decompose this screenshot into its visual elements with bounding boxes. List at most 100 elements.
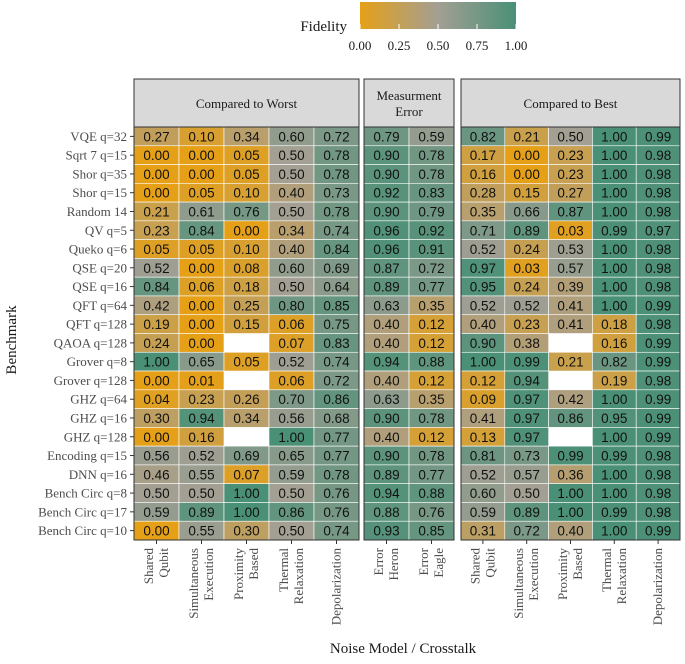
cell-value-label: 0.55	[188, 467, 214, 482]
cell-value-label: 0.00	[233, 223, 259, 238]
cell-value-label: 0.05	[233, 148, 259, 163]
cell-value-label: 0.72	[323, 373, 349, 388]
cell-value-label: 0.76	[323, 505, 349, 520]
column-label-line: Relaxation	[291, 548, 306, 605]
cell-value-label: 0.35	[418, 392, 444, 407]
column-label: Depolarization	[650, 548, 665, 626]
x-axis-title: Noise Model / Crosstalk	[330, 641, 477, 657]
cell-value-label: 0.06	[188, 280, 214, 295]
cell-value-label: 0.27	[143, 129, 169, 144]
cell-value-label: 0.88	[418, 355, 444, 370]
column-label-line: Qubit	[156, 548, 171, 578]
cell-value-label: 0.00	[188, 336, 214, 351]
cell-value-label: 0.12	[418, 430, 444, 445]
cell-value-label: 1.00	[601, 298, 627, 313]
cell-value-label: 0.84	[188, 223, 215, 238]
cell-value-label: 0.98	[645, 167, 671, 182]
cell-value-label: 1.00	[601, 129, 627, 144]
row-label: Grover q=8	[67, 354, 127, 369]
cell-value-label: 0.06	[278, 317, 304, 332]
cell-value-label: 0.07	[233, 467, 259, 482]
cell-value-label: 0.85	[418, 524, 444, 539]
cell-value-label: 0.21	[557, 355, 583, 370]
cell-value-label: 0.00	[188, 148, 214, 163]
cell-value-label: 0.83	[418, 186, 444, 201]
cell-value-label: 0.34	[278, 223, 305, 238]
cell-value-label: 0.79	[418, 204, 444, 219]
cell-value-label: 0.15	[233, 317, 259, 332]
row-label: Bench Circ q=10	[38, 523, 127, 538]
cell-value-label: 0.31	[470, 524, 496, 539]
cell-value-label: 0.72	[514, 524, 540, 539]
cell-value-label: 0.34	[233, 411, 260, 426]
cell-value-label: 0.88	[418, 486, 444, 501]
column-label-line: Eagle	[431, 548, 446, 578]
cell-value-label: 0.78	[323, 167, 349, 182]
cell-value-label: 0.09	[470, 392, 496, 407]
row-label: GHZ q=64	[70, 392, 127, 407]
cell-value-label: 0.00	[143, 430, 169, 445]
y-axis-title: Benchmark	[4, 305, 20, 375]
cell-value-label: 0.35	[470, 204, 496, 219]
cell-value-label: 0.77	[323, 430, 349, 445]
cell-value-label: 0.77	[418, 467, 444, 482]
cell-value-label: 0.94	[373, 486, 400, 501]
cell-value-label: 0.99	[645, 430, 671, 445]
cell-value-label: 0.00	[514, 167, 540, 182]
cell-value-label: 0.50	[143, 486, 169, 501]
cell-value-label: 0.90	[373, 167, 399, 182]
cell-value-label: 0.05	[188, 186, 214, 201]
cell-value-label: 0.56	[278, 411, 304, 426]
cell-value-label: 0.60	[278, 261, 304, 276]
cell-value-label: 0.82	[470, 129, 496, 144]
column-label-line: Shared	[467, 548, 482, 585]
benchmark-row-labels: VQE q=32 Sqrt 7 q=15 Shor q=35 Shor q=15 Ran…	[38, 129, 134, 538]
row-label: Encoding q=15	[47, 448, 127, 463]
cell-value-label: 0.59	[278, 467, 304, 482]
cell-value-label: 0.88	[373, 505, 399, 520]
cell-value-label: 0.98	[645, 317, 671, 332]
column-label: Shared Qubit	[467, 548, 497, 585]
column-label-line: Execution	[201, 548, 216, 601]
column-label: Shared Qubit	[141, 548, 171, 585]
cell-value-label: 0.94	[514, 373, 541, 388]
cell-value-label: 0.23	[557, 167, 583, 182]
cell-value-label: 1.00	[601, 486, 627, 501]
row-label: Bench Circ q=17	[38, 504, 127, 519]
column-label: Proximity Based	[231, 548, 261, 601]
column-label-line: Heron	[386, 548, 401, 581]
cell-value-label: 0.05	[143, 242, 169, 257]
cell-value-label: 0.50	[278, 486, 304, 501]
cell-value-label: 0.00	[188, 298, 214, 313]
panel-title: Error	[395, 104, 423, 119]
cell-value-label: 0.10	[188, 129, 214, 144]
row-label: QV q=5	[85, 223, 127, 238]
column-label-line: Qubit	[482, 548, 497, 578]
cell-value-label: 0.94	[373, 355, 400, 370]
cell-value-label: 0.05	[233, 355, 259, 370]
cell-value-label: 0.89	[188, 505, 214, 520]
cell-value-label: 0.50	[514, 486, 540, 501]
cell-value-label: 0.21	[143, 204, 169, 219]
cell-value-label: 0.00	[143, 148, 169, 163]
panel-strip	[363, 78, 455, 128]
column-label: Depolarization	[329, 548, 344, 626]
cell-value-label: 0.52	[143, 261, 169, 276]
cell-value-label: 0.95	[470, 280, 496, 295]
cell-value-label: 0.30	[143, 411, 169, 426]
cell-value-label: 0.98	[645, 505, 671, 520]
column-label-line: Simultaneous	[511, 548, 526, 619]
column-label-line: Based	[246, 548, 261, 580]
column-label-line: Simultaneous	[186, 548, 201, 619]
cell-value-label: 0.12	[418, 317, 444, 332]
cell-value-label: 0.78	[418, 449, 444, 464]
cell-value-label: 0.64	[323, 280, 350, 295]
cell-value-label: 0.00	[514, 148, 540, 163]
cell-value-label: 0.83	[323, 336, 349, 351]
cell-value-label: 0.92	[418, 223, 444, 238]
cell-value-label: 0.19	[143, 317, 169, 332]
cell-value-label: 0.65	[278, 449, 304, 464]
cell-value-label: 1.00	[601, 430, 627, 445]
cell-value-label: 0.99	[645, 129, 671, 144]
